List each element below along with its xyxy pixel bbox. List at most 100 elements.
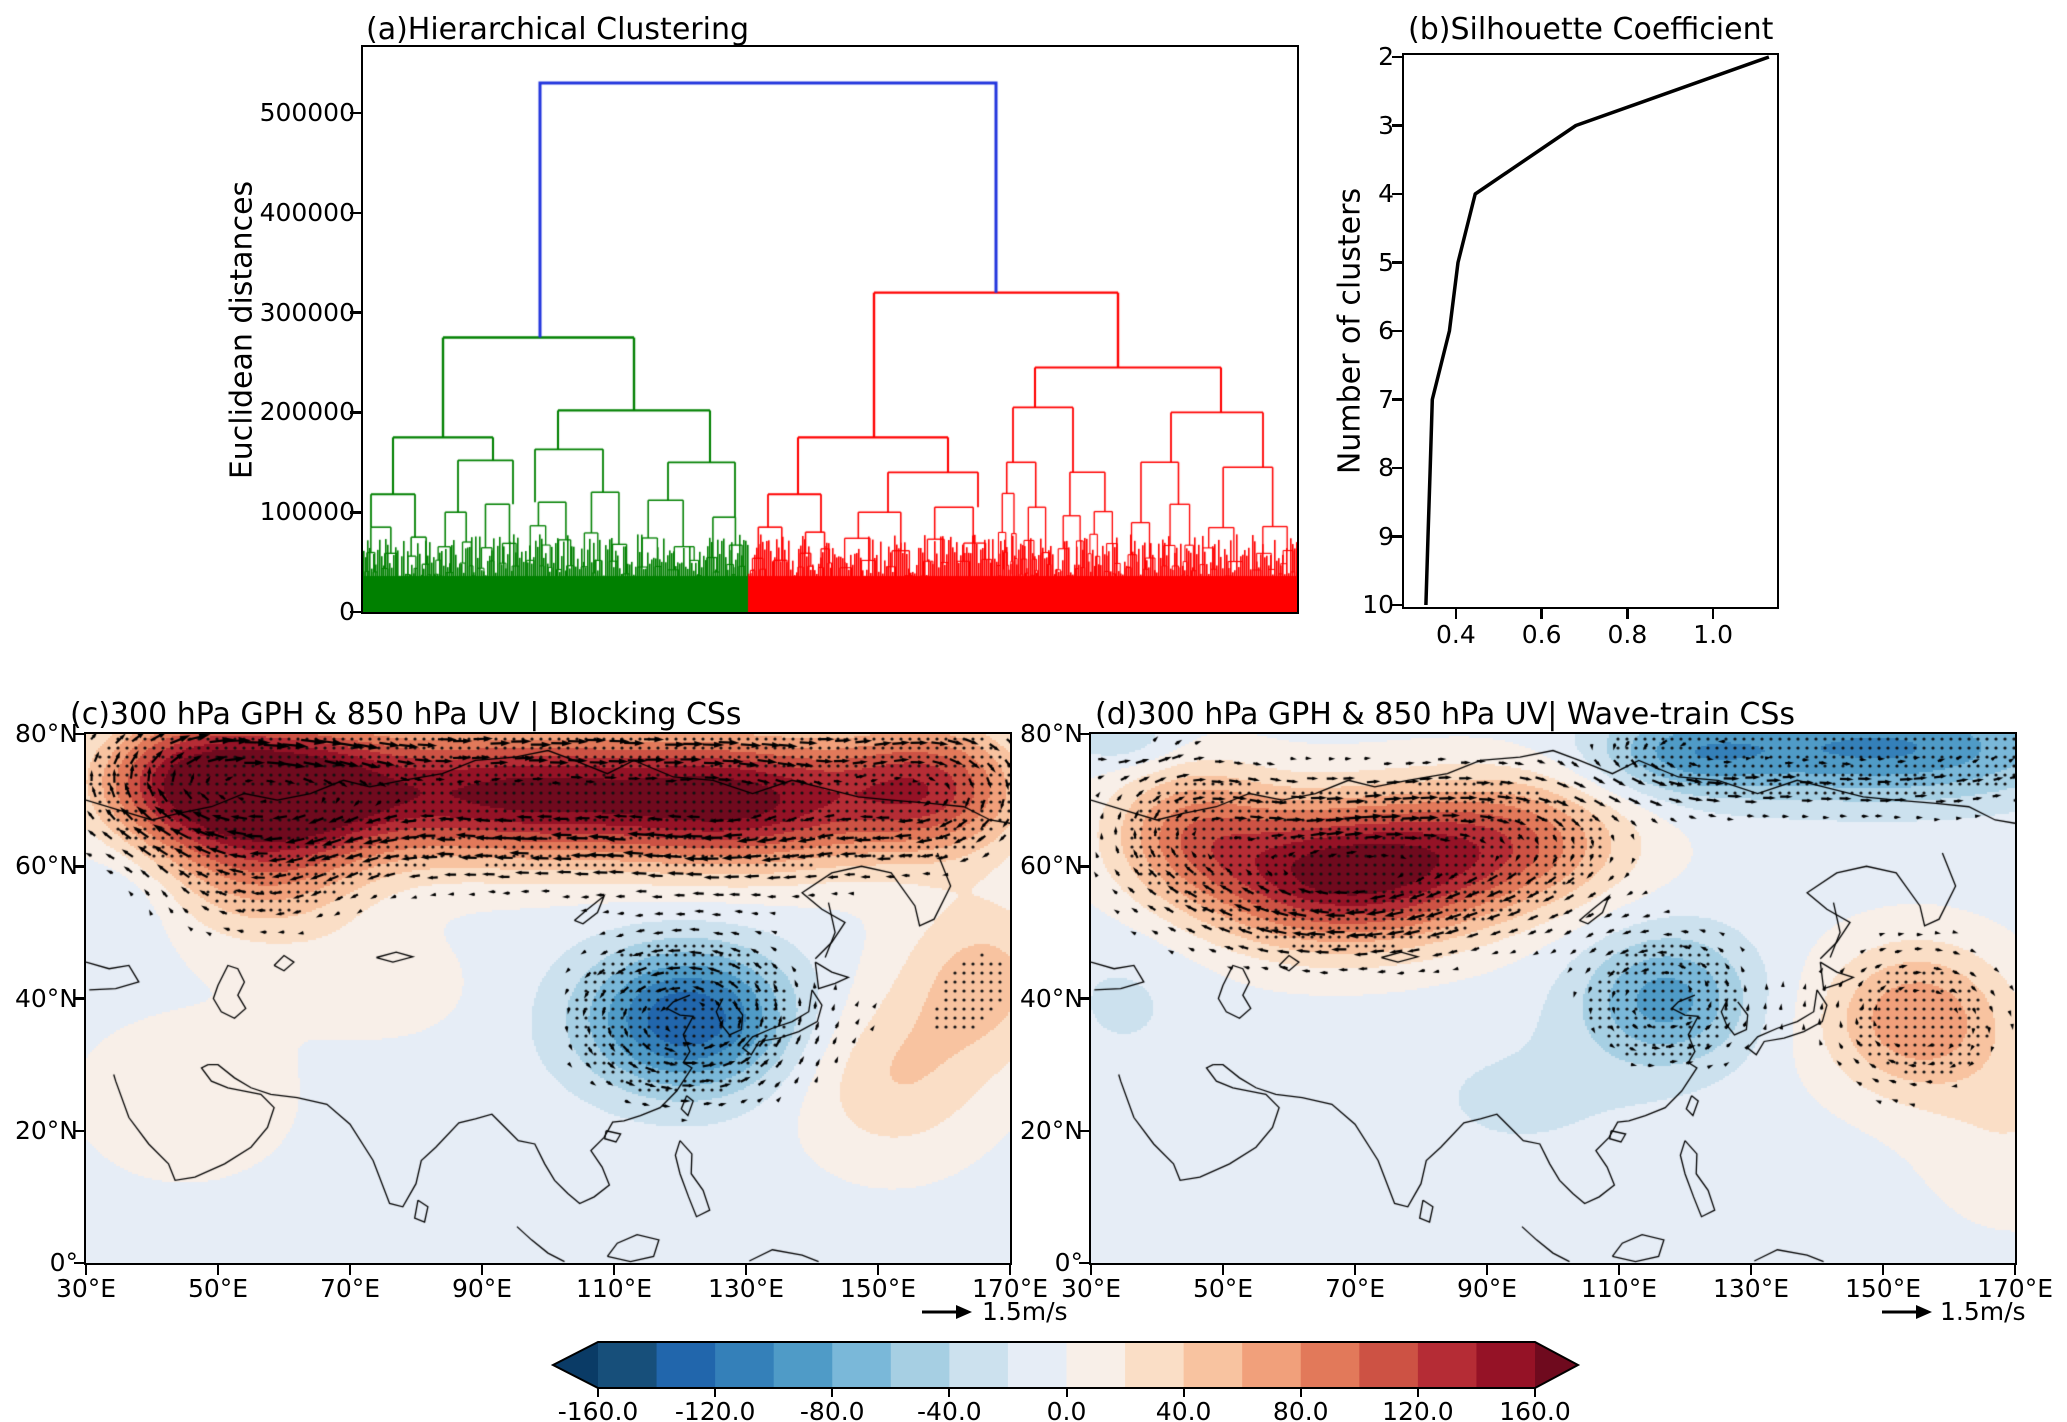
panel-d-lon-tick-mark	[1221, 1264, 1225, 1275]
panel-c-lon-tick-label: 150°E	[839, 1274, 917, 1303]
panel-b-ytick-label: 7	[1378, 384, 1394, 414]
panel-b-ytick-mark	[1392, 329, 1403, 333]
colorbar-segment	[1359, 1342, 1419, 1388]
panel-b-ytick-mark	[1392, 261, 1403, 264]
panel-a-ytick-label: 400000	[259, 197, 355, 227]
panel-c-lon-tick-label: 130°E	[707, 1274, 785, 1303]
colorbar-segment	[1242, 1342, 1302, 1388]
colorbar-segment	[890, 1342, 950, 1388]
panel-c-title: (c)300 hPa GPH & 850 hPa UV | Blocking C…	[70, 697, 742, 732]
panel-b-ytick-label: 3	[1378, 110, 1394, 140]
colorbar-segment	[598, 1342, 658, 1388]
panel-c-lat-tick-label: 80°N	[14, 719, 78, 748]
panel-d-lon-tick-mark	[1749, 1264, 1753, 1275]
panel-d-lon-tick-mark	[1485, 1264, 1489, 1275]
panel-b-xtick-mark	[1540, 608, 1543, 619]
panel-b-ytick-mark	[1392, 192, 1403, 196]
colorbar-tick-label: 40.0	[1155, 1397, 1212, 1422]
panel-c-lon-tick-mark	[216, 1264, 220, 1275]
panel-a-ytick-mark	[350, 411, 361, 414]
map-wavetrain	[1091, 734, 2015, 1263]
dendrogram-plot	[363, 47, 1297, 612]
panel-b-xtick-label: 1.0	[1693, 620, 1733, 649]
colorbar-segment	[1066, 1342, 1126, 1388]
colorbar-segment	[1300, 1342, 1360, 1388]
colorbar-tick-mark	[597, 1388, 599, 1397]
panel-c-lat-tick-mark	[74, 1129, 85, 1133]
panel-d-lon-tick-mark	[1881, 1264, 1885, 1275]
panel-c-lat-tick-label: 20°N	[14, 1115, 78, 1145]
panel-c-lat-tick-mark	[74, 997, 85, 1000]
colorbar-segment	[949, 1342, 1009, 1388]
panel-b-ytick-mark	[1392, 603, 1403, 607]
panel-d-lat-tick-mark	[1079, 732, 1090, 736]
silhouette-plot	[1424, 55, 1770, 606]
panel-b-xtick-mark	[1454, 608, 1458, 619]
quiver-key-arrow-c	[922, 1305, 972, 1319]
panel-b-ytick-label: 8	[1378, 453, 1394, 482]
colorbar-segment	[1125, 1342, 1185, 1388]
colorbar-tick-label: -80.0	[799, 1397, 865, 1422]
panel-d-lon-tick-label: 50°E	[1192, 1274, 1254, 1303]
colorbar-segment	[715, 1342, 775, 1388]
panel-c-lon-tick-mark	[1008, 1264, 1012, 1275]
colorbar-tick-mark	[1182, 1388, 1185, 1397]
panel-c-lat-tick-label: 60°N	[14, 851, 78, 881]
colorbar-tick-label: -40.0	[917, 1397, 982, 1422]
quiver-key-label-d: 1.5m/s	[1940, 1297, 2026, 1326]
panel-d-lat-tick-label: 20°N	[1019, 1115, 1083, 1145]
panel-c-lat-tick-label: 40°N	[14, 983, 78, 1013]
panel-d-lon-tick-label: 70°E	[1324, 1274, 1386, 1303]
panel-c-lat-tick-mark	[74, 865, 85, 868]
panel-a-ytick-mark	[350, 311, 361, 314]
panel-d-lat-tick-mark	[1079, 865, 1090, 868]
colorbar-over-arrow	[1535, 1342, 1578, 1388]
panel-c-lon-tick-mark	[348, 1264, 352, 1275]
panel-c-lon-tick-mark	[876, 1264, 880, 1275]
panel-a-ytick-label: 200000	[259, 397, 355, 427]
quiver-key-label-c: 1.5m/s	[982, 1297, 1068, 1326]
panel-d-lon-tick-label: 170°E	[1976, 1274, 2054, 1303]
panel-c-lon-tick-label: 50°E	[187, 1274, 249, 1303]
panel-b-xtick-mark	[1711, 608, 1715, 619]
panel-d-title: (d)300 hPa GPH & 850 hPa UV| Wave-train …	[1095, 697, 1796, 732]
colorbar-tick-label: 80.0	[1272, 1397, 1329, 1422]
panel-c-lon-tick-label: 170°E	[971, 1274, 1049, 1303]
colorbar-under-arrow	[553, 1342, 598, 1388]
panel-b-ytick-label: 2	[1378, 42, 1394, 71]
panel-b-title: (b)Silhouette Coefficient	[1408, 12, 1774, 47]
colorbar-tick-mark	[831, 1388, 834, 1397]
panel-c-lon-tick-mark	[612, 1264, 616, 1275]
panel-d-lon-tick-label: 90°E	[1456, 1274, 1518, 1303]
colorbar-tick-mark	[948, 1388, 951, 1397]
colorbar-tick-mark	[1065, 1388, 1068, 1397]
panel-d-lat-tick-mark	[1079, 1261, 1090, 1265]
colorbar-tick-mark	[1299, 1388, 1302, 1397]
panel-c-lat-tick-mark	[74, 732, 85, 736]
panel-a-ylabel: Euclidean distances	[224, 180, 260, 480]
panel-b-ytick-label: 9	[1378, 521, 1394, 551]
panel-b-ytick-label: 4	[1378, 179, 1394, 208]
panel-c-lon-tick-mark	[84, 1264, 88, 1275]
panel-b-ytick-label: 5	[1378, 247, 1394, 277]
panel-b-xtick-label: 0.4	[1435, 620, 1476, 649]
colorbar-segment	[1007, 1342, 1067, 1388]
colorbar-tick-mark	[1416, 1388, 1419, 1397]
colorbar-tick-label: 0.0	[1046, 1397, 1087, 1422]
panel-c-lon-tick-mark	[480, 1264, 484, 1275]
panel-d-lon-tick-label: 30°E	[1060, 1274, 1122, 1303]
panel-d-lat-tick-label: 80°N	[1019, 719, 1083, 748]
panel-a-ytick-mark	[350, 211, 361, 215]
panel-d-lat-tick-mark	[1079, 997, 1090, 1000]
colorbar-segment	[1183, 1342, 1243, 1388]
panel-b-xtick-mark	[1626, 608, 1629, 619]
colorbar-segment	[1417, 1342, 1477, 1388]
colorbar-segment	[656, 1342, 716, 1388]
panel-d-lon-tick-mark	[1353, 1264, 1357, 1275]
panel-d-lat-tick-label: 40°N	[1019, 983, 1083, 1013]
panel-a-ytick-label: 300000	[259, 297, 355, 327]
silhouette-line	[1424, 55, 1770, 606]
panel-c-lon-tick-label: 70°E	[319, 1274, 381, 1303]
panel-b-ytick-label: 10	[1362, 590, 1394, 619]
